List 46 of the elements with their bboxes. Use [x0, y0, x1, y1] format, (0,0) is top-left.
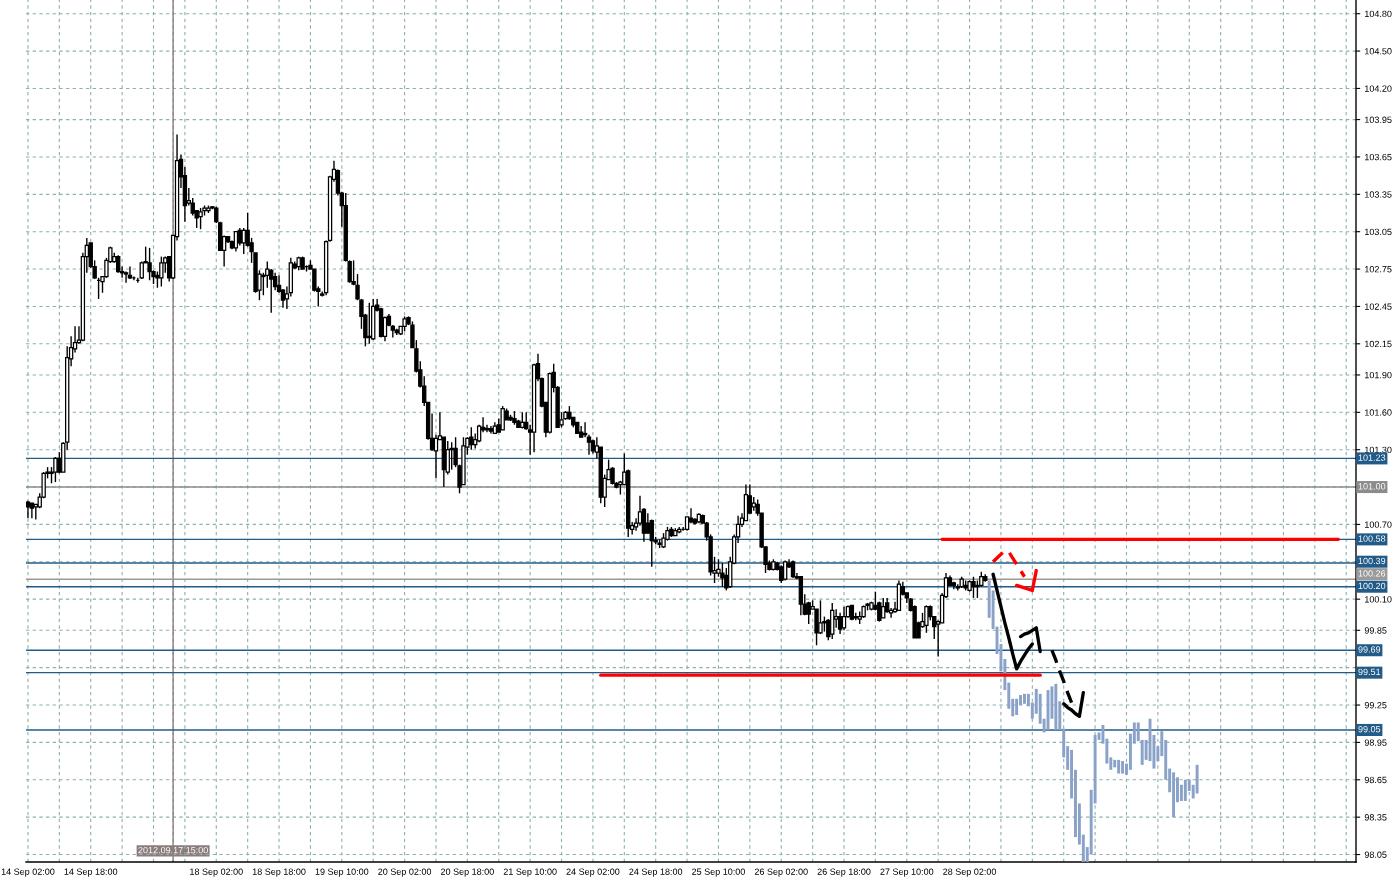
x-tick-label: 2012.09.17 15:00	[138, 846, 208, 854]
y-tick-label: 103.05	[1365, 228, 1392, 236]
ref-line-label: 99.69	[1358, 646, 1381, 653]
y-tick-label: 98.05	[1364, 851, 1387, 858]
y-tick-label: 98.95	[1364, 739, 1387, 746]
x-tick-label: 21 Sep 10:00	[503, 868, 557, 877]
x-tick-label: 20 Sep 18:00	[440, 868, 494, 877]
ref-line-label: 101.23	[1358, 454, 1386, 461]
y-tick-label: 101.30	[1365, 446, 1392, 454]
y-tick-label: 103.65	[1365, 153, 1392, 161]
ref-line-label: 100.20	[1358, 582, 1386, 590]
y-tick-label: 103.35	[1365, 191, 1392, 198]
y-tick-label: 101.90	[1365, 371, 1392, 379]
x-tick-label: 14 Sep 02:00	[1, 868, 55, 877]
ref-line-label: 100.39	[1358, 557, 1386, 565]
x-tick-label: 24 Sep 18:00	[629, 868, 683, 877]
y-tick-label: 98.65	[1364, 776, 1387, 784]
y-tick-label: 103.95	[1365, 116, 1392, 123]
y-tick-label: 98.35	[1364, 814, 1387, 821]
y-tick-label: 99.85	[1364, 627, 1387, 634]
ref-line-label: 99.05	[1358, 725, 1381, 733]
y-tick-label: 104.20	[1365, 85, 1392, 92]
y-tick-label: 100.10	[1365, 596, 1392, 603]
ref-line-label: 100.58	[1358, 535, 1386, 542]
x-tick-label: 26 Sep 18:00	[817, 868, 871, 877]
y-tick-label: 100.70	[1365, 521, 1392, 528]
y-tick-label: 99.25	[1364, 702, 1387, 709]
ref-line-label: 101.00	[1358, 483, 1386, 490]
x-tick-label: 19 Sep 10:00	[315, 868, 369, 877]
y-tick-label: 104.50	[1365, 48, 1392, 55]
x-tick-label: 27 Sep 10:00	[880, 868, 934, 877]
y-tick-label: 101.60	[1365, 409, 1392, 416]
x-tick-label: 26 Sep 02:00	[754, 868, 808, 877]
x-tick-label: 18 Sep 18:00	[252, 868, 306, 877]
x-tick-label: 18 Sep 02:00	[190, 868, 243, 877]
ref-line-label: 99.51	[1358, 668, 1381, 676]
y-tick-label: 104.80	[1365, 10, 1392, 18]
x-tick-label: 28 Sep 02:00	[943, 868, 997, 877]
x-tick-label: 20 Sep 02:00	[378, 868, 432, 877]
x-tick-label: 14 Sep 18:00	[64, 868, 118, 877]
y-tick-label: 102.75	[1365, 266, 1392, 273]
y-tick-label: 102.15	[1365, 340, 1392, 348]
x-tick-label: 24 Sep 02:00	[566, 868, 620, 877]
y-tick-label: 102.45	[1365, 303, 1392, 310]
ref-line-label: 100.26	[1358, 570, 1386, 577]
x-tick-label: 25 Sep 10:00	[692, 868, 745, 877]
